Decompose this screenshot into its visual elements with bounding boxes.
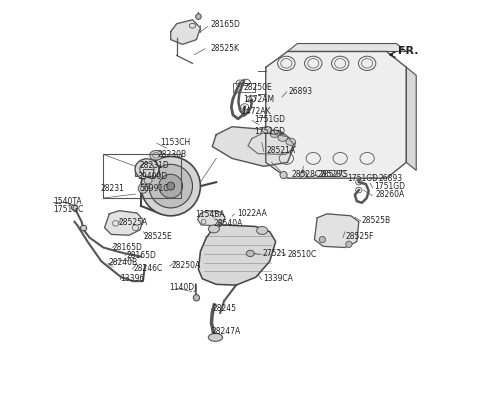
Ellipse shape [149, 164, 192, 208]
Bar [137, 166, 157, 174]
Text: 28231: 28231 [101, 184, 124, 193]
Text: 28525A: 28525A [118, 218, 147, 227]
Text: 1153CH: 1153CH [160, 138, 190, 147]
Text: 28528C: 28528C [318, 170, 347, 179]
Text: 28165D: 28165D [112, 243, 143, 251]
Bar [144, 169, 153, 176]
Text: 1751GD: 1751GD [374, 183, 406, 191]
Text: 28510C: 28510C [288, 250, 317, 259]
Polygon shape [212, 127, 295, 166]
Ellipse shape [280, 171, 287, 179]
Polygon shape [105, 211, 143, 235]
Text: 1540TA: 1540TA [53, 198, 82, 206]
Bar [233, 83, 255, 92]
Text: 1751GD: 1751GD [347, 175, 378, 183]
Text: 28246C: 28246C [133, 264, 162, 273]
Text: 1154BA: 1154BA [196, 210, 225, 219]
Text: 28165D: 28165D [210, 20, 240, 29]
Text: 28527S: 28527S [319, 170, 348, 179]
Ellipse shape [193, 295, 200, 301]
Text: 28250E: 28250E [243, 84, 272, 92]
Text: 28247A: 28247A [212, 327, 241, 335]
Text: 28521A: 28521A [266, 146, 295, 155]
Ellipse shape [196, 14, 201, 19]
Text: 1339CA: 1339CA [263, 274, 293, 283]
Text: 13396: 13396 [120, 274, 144, 283]
Text: 56991C: 56991C [139, 184, 169, 193]
Ellipse shape [346, 241, 352, 248]
Ellipse shape [270, 130, 279, 137]
Text: 28525F: 28525F [345, 232, 374, 241]
Ellipse shape [144, 177, 152, 184]
Ellipse shape [72, 205, 78, 210]
Ellipse shape [319, 236, 325, 243]
Ellipse shape [135, 159, 159, 179]
Polygon shape [198, 225, 276, 285]
Text: 1140DJ: 1140DJ [169, 283, 197, 292]
Text: 28525K: 28525K [210, 44, 240, 53]
Text: 1751GD: 1751GD [254, 127, 285, 136]
Text: 28230B: 28230B [157, 150, 187, 159]
Ellipse shape [81, 225, 87, 231]
Bar [135, 165, 159, 176]
Ellipse shape [262, 126, 272, 133]
Ellipse shape [300, 171, 307, 179]
Polygon shape [198, 211, 225, 226]
Text: 1022AA: 1022AA [238, 209, 267, 217]
Text: 26893: 26893 [288, 87, 312, 95]
Ellipse shape [150, 150, 162, 160]
Ellipse shape [167, 182, 175, 190]
Text: 28540A: 28540A [213, 219, 242, 228]
Ellipse shape [141, 156, 200, 216]
Text: 39400D: 39400D [137, 172, 168, 181]
Polygon shape [171, 20, 201, 44]
Text: 26893: 26893 [379, 175, 403, 183]
Text: 1751GC: 1751GC [53, 205, 84, 213]
Text: 28250A: 28250A [172, 261, 201, 270]
Polygon shape [406, 67, 416, 170]
Ellipse shape [286, 138, 295, 145]
Text: 28525B: 28525B [362, 216, 391, 225]
Ellipse shape [208, 225, 219, 233]
Text: 28525E: 28525E [144, 232, 172, 240]
Ellipse shape [246, 250, 254, 257]
Text: 28231D: 28231D [139, 161, 169, 170]
Polygon shape [266, 51, 406, 178]
Ellipse shape [159, 174, 182, 198]
Ellipse shape [208, 333, 223, 341]
Text: 28165D: 28165D [127, 251, 156, 259]
Bar [103, 154, 180, 198]
Text: 28528C: 28528C [291, 170, 321, 179]
Text: 1472AK: 1472AK [241, 107, 271, 116]
Text: 28260A: 28260A [375, 190, 405, 199]
Ellipse shape [257, 227, 268, 234]
Polygon shape [288, 44, 406, 51]
Ellipse shape [138, 184, 148, 193]
Text: FR.: FR. [398, 46, 419, 57]
Text: 1751GD: 1751GD [254, 115, 285, 124]
Text: 28245: 28245 [212, 304, 236, 312]
Ellipse shape [278, 134, 288, 141]
Polygon shape [314, 214, 359, 248]
Text: 1472AM: 1472AM [243, 95, 274, 104]
Text: 27521: 27521 [263, 249, 287, 258]
Text: 28240B: 28240B [108, 259, 138, 267]
